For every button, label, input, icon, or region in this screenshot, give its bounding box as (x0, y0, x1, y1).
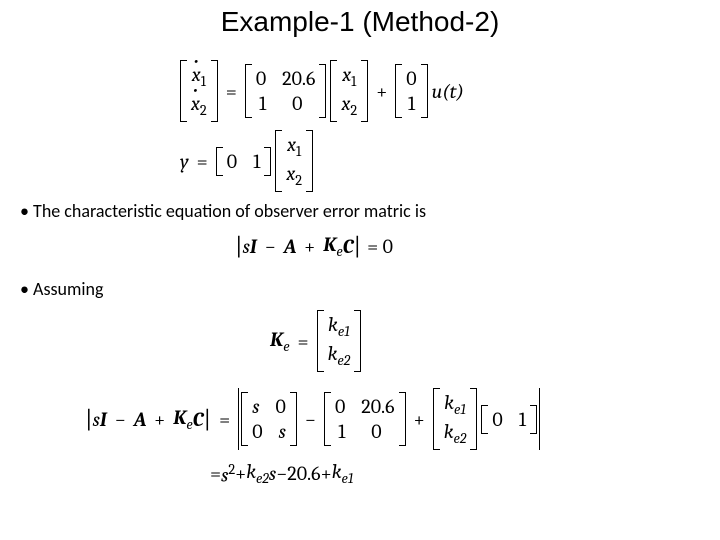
B-vector: 0 1 (395, 64, 427, 118)
eq-zero: = 0 (367, 235, 393, 258)
u-of-t: u(t) (432, 80, 464, 103)
equation-det-expand: | sI − A + Ke C | = s0 0s − 020.6 (85, 388, 540, 450)
minus: − (265, 235, 276, 258)
det-rhs: s0 0s − 020.6 10 + ke1 ke2 (238, 388, 540, 450)
Ke-vector: ke1 ke2 (317, 310, 362, 372)
plus: + (304, 235, 315, 258)
lead-eq: = (210, 462, 221, 485)
equals: = (197, 150, 208, 173)
bullet-assuming: Assuming (20, 278, 103, 300)
sI-matrix: s0 0s (241, 392, 297, 446)
I-symbol: I (250, 235, 257, 258)
slide: Example-1 (Method-2) x1 x2 = 020.6 10 x1… (0, 0, 720, 540)
det-open: | (85, 405, 93, 433)
det-close: | (354, 232, 362, 260)
x-vector-2: x1 x2 (275, 130, 313, 192)
Ke-symbol-2: K (270, 328, 283, 351)
C-row-2: 01 (481, 405, 537, 434)
equals: = (297, 330, 308, 353)
equals: = (226, 80, 237, 103)
equation-state: x1 x2 = 020.6 10 x1 x2 + 0 (180, 60, 464, 122)
det-close: | (204, 405, 212, 433)
A-matrix: 020.6 10 (245, 64, 327, 118)
s-symbol: s (243, 235, 250, 258)
plus: + (376, 80, 387, 103)
A-matrix-2: 020.6 10 (324, 392, 406, 446)
equation-ke-def: Ke = ke1 ke2 (270, 310, 361, 372)
A-symbol: A (284, 235, 296, 258)
equation-output: y = 01 x1 x2 (180, 130, 313, 192)
det-open: | (235, 232, 243, 260)
slide-title: Example-1 (Method-2) (0, 6, 720, 38)
equation-poly: = s2 + ke2 s − 20.6 + ke1 (210, 460, 353, 487)
C-symbol: C (343, 235, 354, 258)
Ke-vector-2: ke1 ke2 (433, 388, 478, 450)
equation-char: | s I − A + Ke C | = 0 (235, 232, 393, 260)
Ke-symbol: K (323, 233, 336, 256)
C-row: 01 (216, 147, 272, 176)
bullet-characteristic: The characteristic equation of observer … (20, 200, 426, 222)
xdot-vector: x1 x2 (180, 60, 218, 122)
x-vector: x1 x2 (330, 60, 368, 122)
y-symbol: y (180, 150, 189, 173)
